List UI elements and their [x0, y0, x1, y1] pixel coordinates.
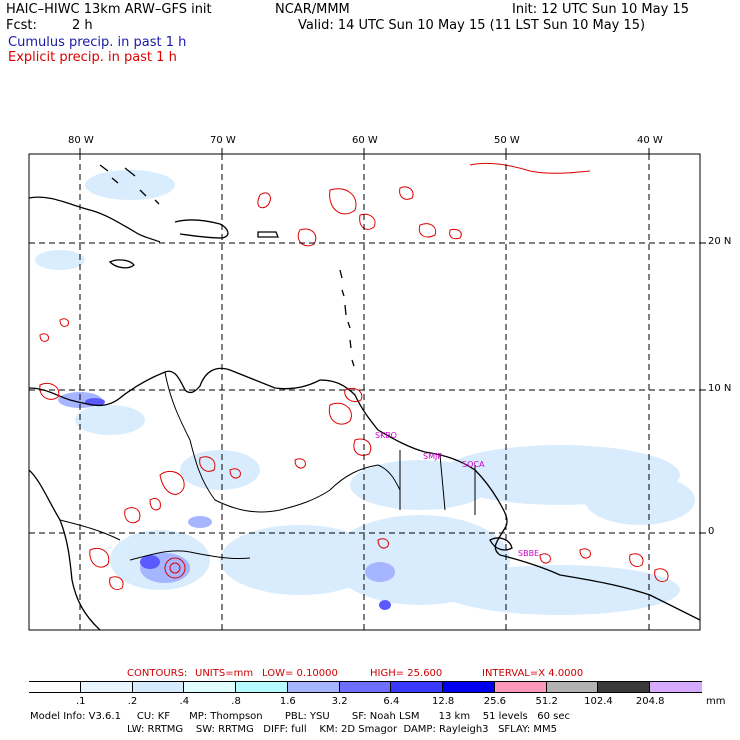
color-bar-swatch — [287, 682, 340, 692]
color-bar-tick-label: .8 — [231, 696, 241, 707]
color-bar-swatch — [546, 682, 599, 692]
org-label: NCAR/MMM — [275, 2, 350, 17]
color-bar-swatch — [80, 682, 133, 692]
graticule — [29, 154, 700, 630]
color-bar-swatch — [339, 682, 392, 692]
color-bar-unit: mm — [706, 696, 726, 707]
contours-low: LOW= 0.10000 — [262, 668, 338, 679]
color-bar-swatch — [650, 682, 702, 692]
color-bar-tick-label: 1.6 — [279, 696, 296, 707]
color-bar-swatch — [236, 682, 288, 692]
valid-time: Valid: 14 UTC Sun 10 May 15 (11 LST Sun … — [298, 18, 646, 33]
model-title: HAIC–HIWC 13km ARW–GFS init — [6, 2, 212, 17]
color-bar-tick-label: .4 — [179, 696, 190, 707]
color-bar-tick-label: 102.4 — [584, 696, 613, 707]
lon-label-40w: 40 W — [637, 135, 663, 146]
color-bar-tick-label: 6.4 — [383, 696, 400, 707]
color-bar-swatch — [391, 682, 444, 692]
color-bar-swatch — [132, 682, 185, 692]
color-bar-tick-label: 3.2 — [331, 696, 348, 707]
color-bar-tick-label: .2 — [127, 696, 138, 707]
lat-label-10n: 10 N — [708, 383, 732, 394]
lon-label-50w: 50 W — [494, 135, 520, 146]
station-smjp: SMJP — [423, 452, 443, 461]
station-sbbe: SBBE — [518, 549, 540, 558]
color-bar-tick-label: 51.2 — [535, 696, 558, 707]
contours-interval: INTERVAL=X 4.0000 — [482, 668, 584, 679]
lon-label-80w: 80 W — [68, 135, 94, 146]
color-bar-swatch — [443, 682, 495, 692]
color-bar-swatch — [184, 682, 237, 692]
explicit-precip-contours — [39, 162, 669, 591]
color-bar-swatch — [494, 682, 547, 692]
model-info-line2: LW: RRTMG SW: RRTMG DIFF: full KM: 2D Sm… — [127, 724, 557, 735]
coastlines — [29, 164, 700, 630]
lon-label-70w: 70 W — [210, 135, 236, 146]
station-soca: SOCA — [462, 460, 485, 469]
contours-units: UNITS=mm — [195, 668, 254, 679]
station-skbo: SKBO — [375, 431, 397, 440]
init-time: Init: 12 UTC Sun 10 May 15 — [512, 2, 689, 17]
contours-high: HIGH= 25.600 — [370, 668, 443, 679]
color-bar-tick-label: .1 — [75, 696, 86, 707]
contours-label: CONTOURS: — [127, 668, 188, 679]
cumulus-precip-field — [35, 170, 695, 615]
color-bar-tick-label: 12.8 — [432, 696, 455, 707]
color-bar-tick-label: 204.8 — [635, 696, 665, 707]
color-bar-swatch — [29, 682, 81, 692]
lon-label-60w: 60 W — [352, 135, 378, 146]
lat-label-0: 0 — [708, 526, 715, 537]
axis-ticks — [79, 148, 706, 534]
model-info-line1: Model Info: V3.6.1 CU: KF MP: Thompson P… — [30, 711, 570, 722]
fcst-label: Fcst: — [6, 18, 37, 33]
color-bar-tick-label: 25.6 — [483, 696, 507, 707]
lat-label-20n: 20 N — [708, 236, 732, 247]
color-bar — [29, 681, 702, 693]
explicit-legend: Explicit precip. in past 1 h — [8, 50, 177, 65]
fcst-value: 2 h — [72, 18, 93, 33]
cumulus-legend: Cumulus precip. in past 1 h — [8, 35, 187, 50]
color-bar-swatch — [598, 682, 651, 692]
